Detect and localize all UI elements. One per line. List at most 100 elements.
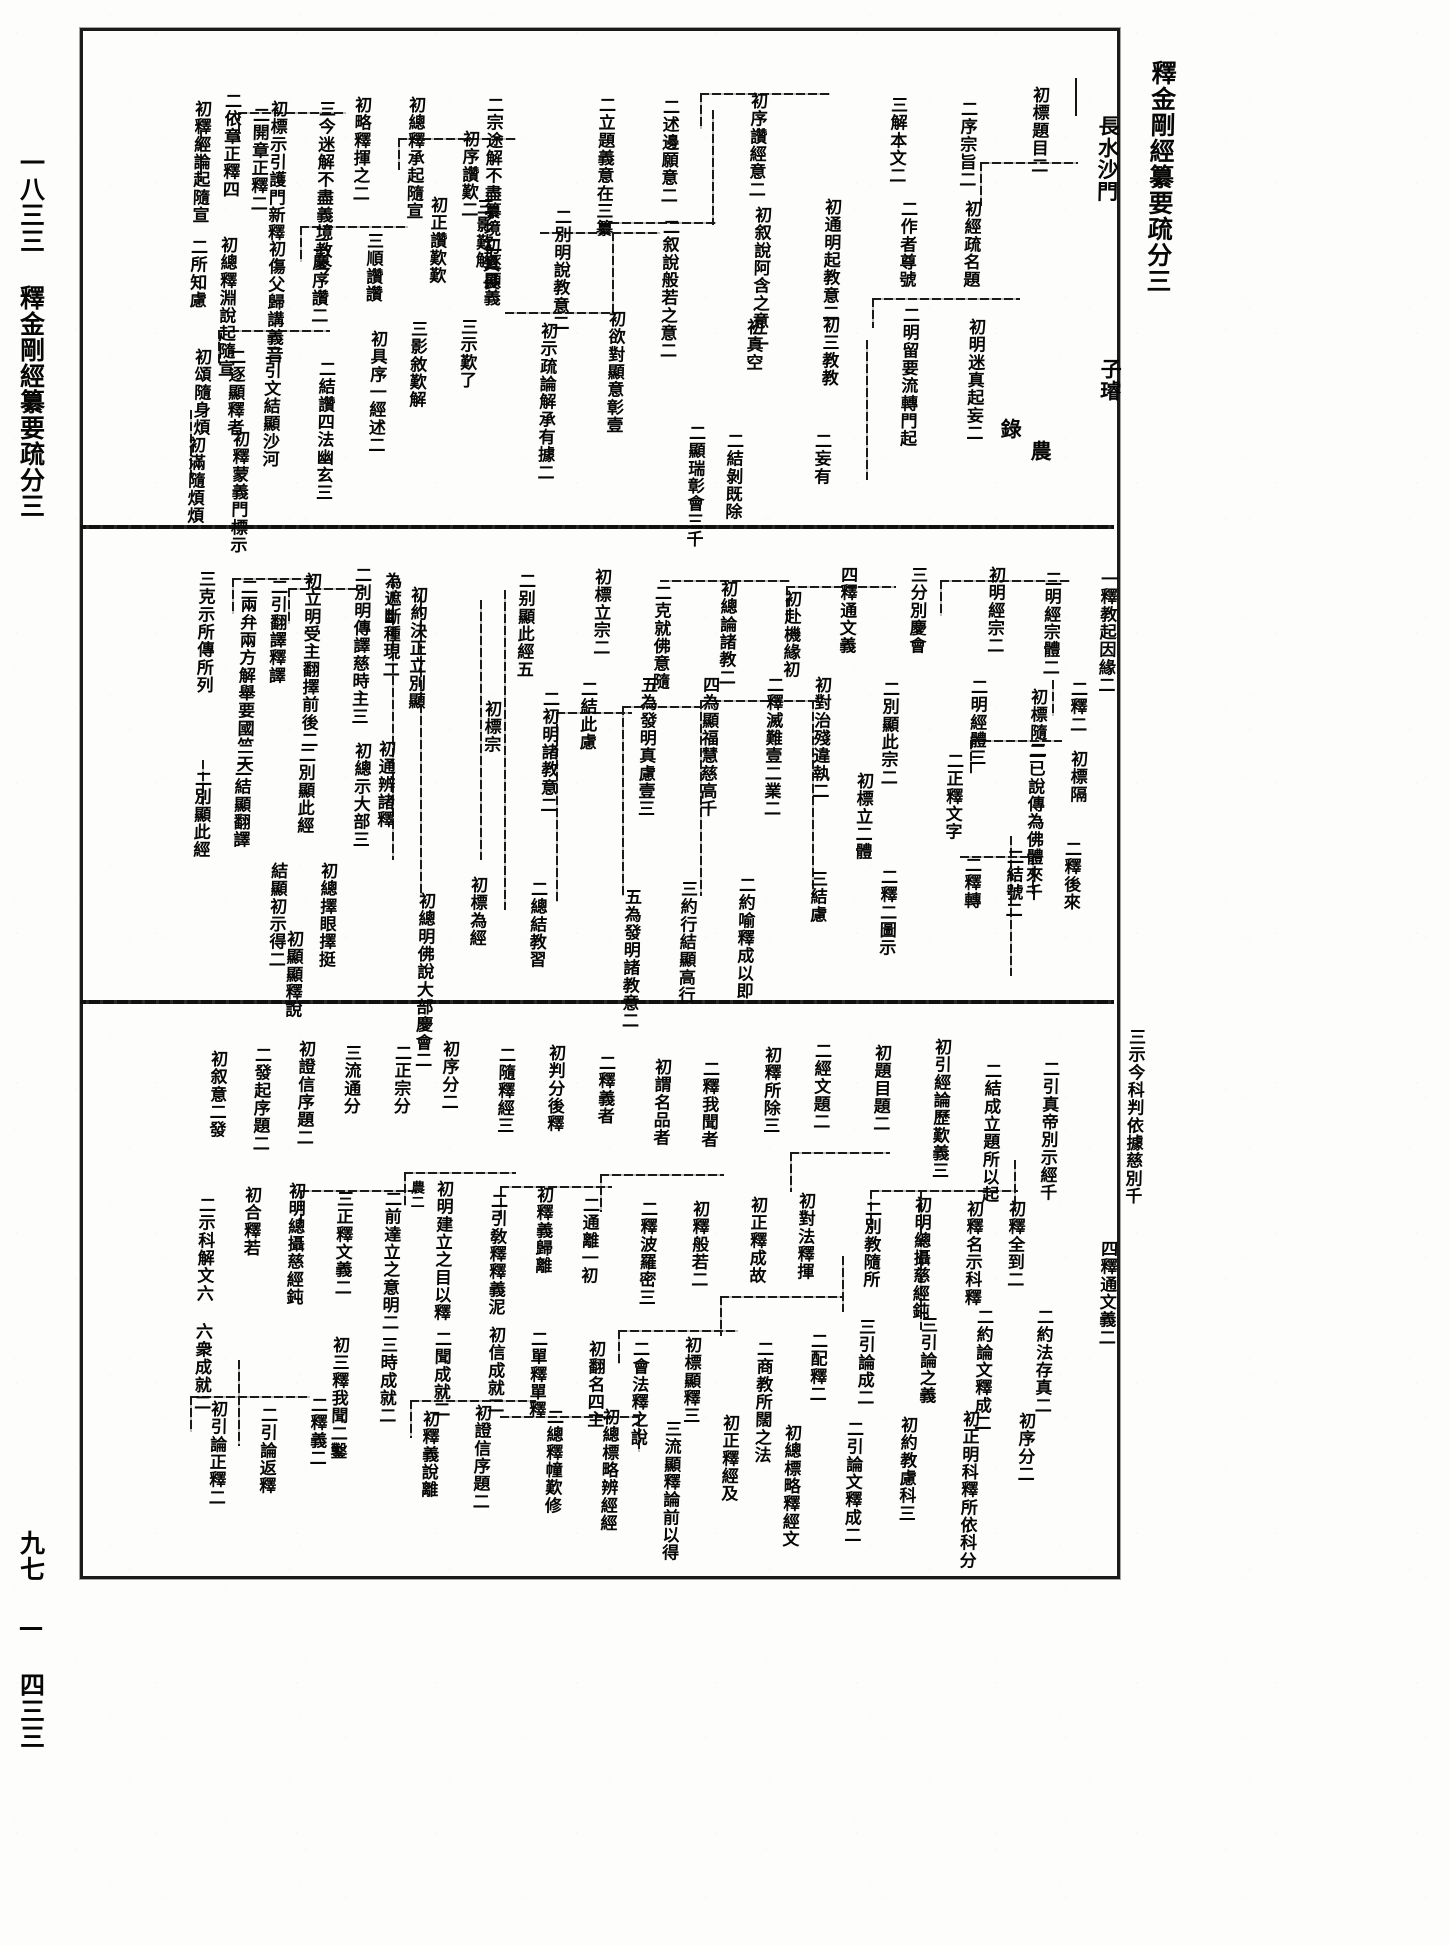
connector: [610, 222, 716, 224]
outline-node: 四為顯福慧慈高千: [695, 676, 720, 818]
connector: [218, 330, 330, 332]
outline-node: 初引論正釋二: [204, 1400, 228, 1507]
outline-node: 四釋通文義: [835, 566, 858, 655]
outline-node: 初判分後釋: [543, 1044, 566, 1133]
connector: [842, 1256, 844, 1312]
outline-node: 二總結教習: [525, 880, 548, 969]
outline-node: 二引論返釋: [255, 1406, 278, 1495]
connector: [720, 1296, 722, 1336]
outline-node: 初對法釋揮: [793, 1192, 816, 1281]
outline-node: 初正明科釋所依科分: [955, 1410, 980, 1570]
outline-node: 初三教教: [817, 316, 840, 387]
outline-node: 初標立宗二: [589, 568, 612, 657]
outline-node: 初信成就二: [483, 1326, 506, 1415]
connector: [920, 1190, 922, 1330]
outline-node: 初三釋我聞二鑿: [326, 1336, 350, 1460]
outline-node: 初明建立之目以釋: [429, 1180, 454, 1322]
outline-node: 三流顯釋論前以得: [657, 1420, 682, 1562]
outline-node: 二單釋單釋: [525, 1330, 548, 1419]
mark-nong-1: 農: [1027, 440, 1054, 462]
connector: [238, 1360, 240, 1446]
outline-node: 初明總攝慈經鈍: [282, 1182, 306, 1306]
outline-node: 二結此慮: [575, 680, 598, 751]
outline-node: 初總明佛說大部慶會二: [411, 892, 436, 1069]
outline-node: 初引經論歷歎義三: [927, 1038, 952, 1180]
outline-node: 五為發明真慮壹三: [633, 676, 658, 818]
outline-node: 二述邊願意二: [656, 98, 680, 205]
outline-node: 初總標略辨經經: [596, 1408, 620, 1532]
outline-node: 二別顯此經: [189, 770, 212, 859]
connector: [700, 93, 830, 95]
outline-node: 二逐顯釋者: [223, 348, 246, 437]
outline-node: 初標立二體: [851, 772, 874, 861]
outline-node: 二結顯翻譯: [229, 760, 252, 849]
outline-node: 二釋波羅密三: [634, 1200, 658, 1307]
outline-node: 三解本文二: [885, 96, 908, 185]
connector: [866, 340, 868, 480]
connector: [200, 130, 202, 182]
connector: [404, 1172, 516, 1174]
connector: [392, 580, 394, 860]
outline-node: 二總釋幢歎修: [540, 1408, 564, 1515]
outline-node: 初釋般若二: [687, 1200, 710, 1289]
outline-node: 二釋滅難壹二業二: [759, 676, 784, 818]
connector: [790, 1152, 792, 1192]
connector: [980, 162, 982, 206]
outline-node: 初具序一經述二: [364, 330, 388, 454]
outline-node: 二釋二: [1066, 680, 1088, 734]
outline-node: 初總論諸教二: [714, 580, 738, 687]
connector: [190, 1396, 310, 1398]
outline-node: 二明經體三: [965, 678, 988, 767]
connector: [300, 1190, 302, 1224]
connector: [190, 410, 192, 478]
panel-divider-rule-2: [80, 1000, 1114, 1004]
outline-node: 初明經宗二: [983, 566, 1006, 655]
outline-node: 初立明受主翻擇前後二: [297, 572, 322, 749]
page-number: 九七 — 四三三: [16, 1530, 46, 1750]
connector: [618, 1330, 620, 1364]
outline-node: 二別顯此經: [293, 746, 316, 835]
outline-node: 二妄有: [810, 432, 832, 486]
outline-node: 初經疏名題: [959, 200, 982, 289]
outline-node: 二引真帝別示經千: [1035, 1060, 1060, 1202]
outline-node: 二示科解文六 六衆成就二: [190, 1196, 216, 1412]
outline-node: 二初明諸教意二: [536, 690, 560, 814]
outline-node: 二發起序題二: [248, 1046, 272, 1153]
mark-nong-2: 農二: [408, 1180, 426, 1210]
outline-node: 初題目題二: [869, 1044, 892, 1133]
outline-node: 二正釋文字: [941, 752, 964, 841]
connector: [1052, 680, 1054, 716]
outline-node: 初序分二: [437, 1040, 460, 1111]
outline-node: 初約教慮科三: [894, 1416, 918, 1523]
outline-node: 二引翻譯釋譯: [264, 578, 288, 685]
outline-node: 初通明起教意二: [818, 198, 842, 322]
outline-node: 初序讚經意二: [744, 92, 768, 199]
outline-node: 三引論成二: [853, 1318, 876, 1407]
outline-node: 二別明傳譯慈時主三: [347, 566, 372, 726]
outline-node: 二釋我聞者: [697, 1060, 720, 1149]
outline-node: 二引文結顯沙河: [258, 344, 282, 468]
outline-node: 二引敎釋釋義泥: [484, 1192, 508, 1316]
outline-node: 二商教所闊之法: [750, 1340, 774, 1464]
outline-node: 二前達立之意明二: [377, 1190, 402, 1332]
outline-node: 二别顯此經五: [512, 572, 536, 679]
outline-node: 二明留要流轉門起: [895, 306, 920, 448]
connector: [870, 1190, 872, 1230]
connector: [970, 740, 1062, 742]
connector: [970, 740, 972, 774]
connector: [300, 226, 408, 228]
outline-node: 二釋後來: [1059, 840, 1082, 911]
outline-node: 二叙說般若之意二: [655, 218, 680, 360]
outline-node: 初真空: [742, 318, 764, 372]
author-affiliation: 長水沙門: [1094, 115, 1122, 203]
connector: [940, 580, 942, 616]
outline-node: 初證信序題二: [292, 1040, 316, 1147]
outline-node: 初標宗: [480, 700, 502, 754]
outline-node: 三分別慶會: [905, 566, 928, 655]
connector: [786, 586, 788, 616]
outline-node: 二明經宗體二: [1038, 570, 1062, 677]
connector: [712, 110, 714, 225]
outline-node: 初釋全到二: [1003, 1200, 1026, 1289]
outline-node: 初欲對顯意彰壹: [602, 310, 626, 434]
